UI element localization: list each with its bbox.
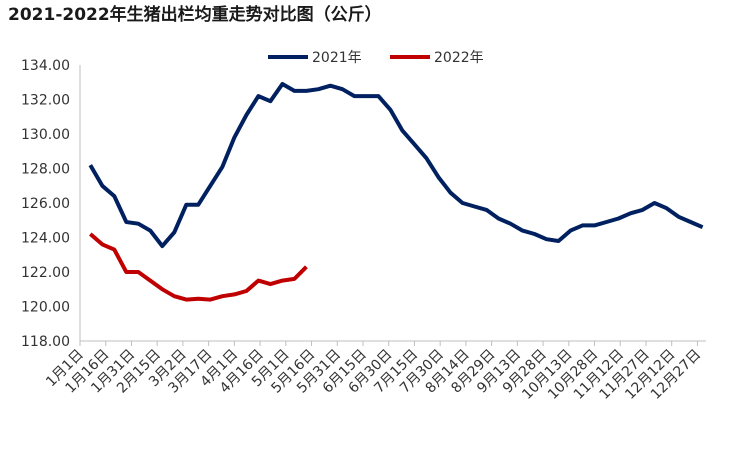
y-tick-label: 120.00 — [21, 300, 70, 316]
y-tick-label: 124.00 — [21, 231, 70, 247]
y-tick-label: 134.00 — [21, 58, 70, 74]
series-line — [88, 232, 308, 302]
chart-title: 2021-2022年生猪出栏均重走势对比图（公斤） — [8, 4, 382, 25]
y-tick-label: 122.00 — [21, 265, 70, 281]
y-tick-label: 132.00 — [21, 93, 70, 109]
y-tick-label: 128.00 — [21, 162, 70, 178]
legend-label: 2021年 — [312, 50, 362, 66]
legend-label: 2022年 — [434, 50, 484, 66]
series-line — [88, 82, 704, 249]
y-tick-label: 126.00 — [21, 196, 70, 212]
y-tick-label: 118.00 — [21, 334, 70, 350]
y-tick-label: 130.00 — [21, 127, 70, 143]
